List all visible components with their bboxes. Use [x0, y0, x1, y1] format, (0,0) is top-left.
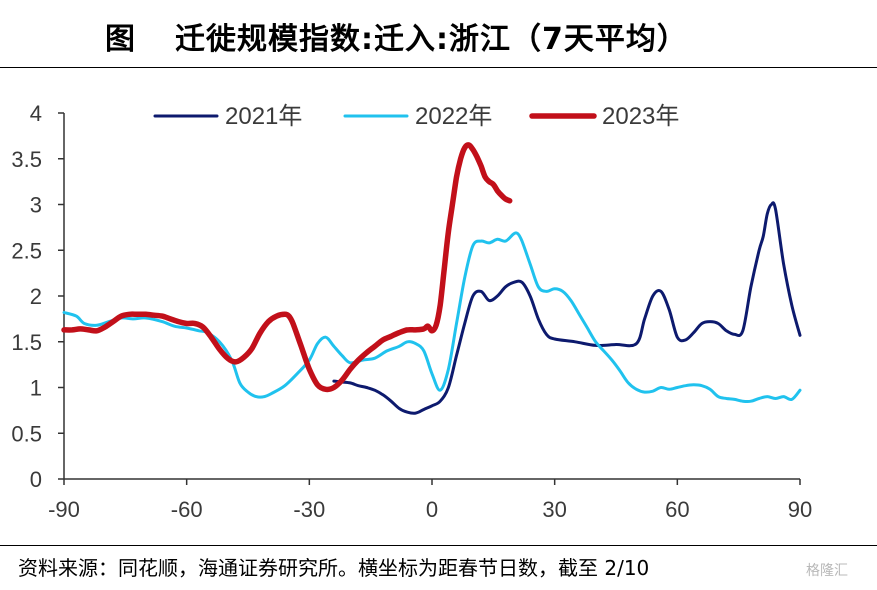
y-tick-label: 3.5	[11, 147, 42, 172]
y-tick-label: 2	[30, 284, 42, 309]
source-note: 资料来源：同花顺，海通证券研究所。横坐标为距春节日数，截至 2/10	[18, 556, 650, 580]
title-bar: 图 迁徙规模指数:迁入:浙江（7天平均）	[0, 0, 877, 68]
x-tick-label: 0	[426, 497, 438, 522]
y-tick-label: 4	[30, 101, 42, 126]
axes: 0 0.5 1 1.5 2 2.5 3 3.5 4 -90 -60 -30 0 30 60 90	[11, 101, 812, 522]
y-tick-label: 3	[30, 193, 42, 218]
x-tick-label: -30	[293, 497, 325, 522]
y-tick-label: 0.5	[11, 421, 42, 446]
chart-title: 迁徙规模指数:迁入:浙江（7天平均）	[175, 22, 688, 57]
legend-label: 2022年	[415, 103, 492, 130]
y-tick-label: 2.5	[11, 238, 42, 263]
series-line-2022	[62, 231, 802, 403]
source-divider	[0, 545, 877, 546]
x-tick-label: -60	[171, 497, 203, 522]
line-chart: 00.511.522.533.54-90 -60 -30 0 30 60 90 2021年 2…	[11, 101, 812, 522]
x-tick-label: 90	[788, 497, 812, 522]
y-tick-label: 1.5	[11, 330, 42, 355]
series-line-2023	[61, 142, 513, 393]
y-tick-label: 1	[30, 376, 42, 401]
legend-label: 2021年	[225, 103, 302, 130]
x-tick-label: 30	[542, 497, 566, 522]
figure-label: 图	[105, 22, 135, 57]
legend-label: 2023年	[602, 103, 679, 130]
legend: 2021年 2022年 2023年	[153, 103, 679, 130]
watermark-logo: 格隆汇	[806, 563, 848, 579]
series-layer	[61, 142, 802, 415]
x-tick-label: -90	[48, 497, 80, 522]
series-line-2021	[332, 201, 802, 415]
y-tick-label: 0	[30, 467, 42, 492]
x-tick-label: 60	[665, 497, 689, 522]
